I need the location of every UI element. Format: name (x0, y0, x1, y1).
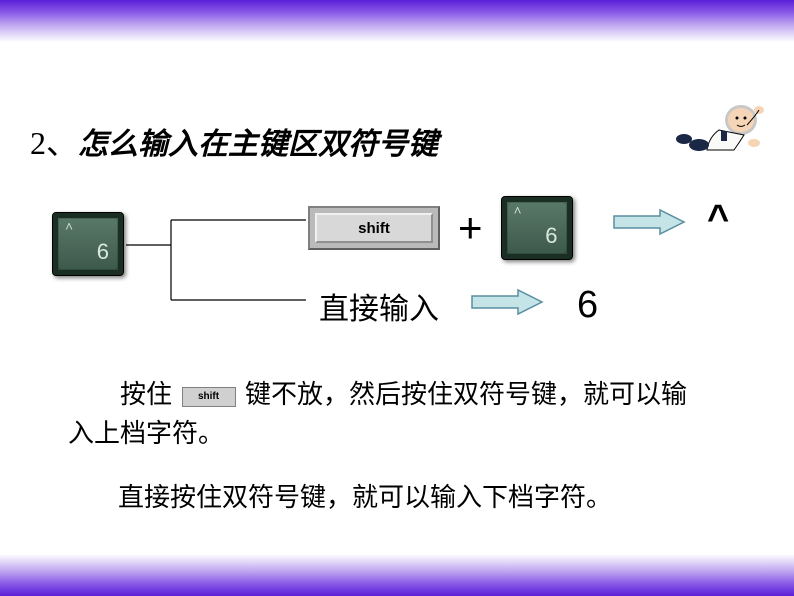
heading-number: 2、 (30, 118, 78, 164)
gradient-border-bottom (0, 554, 794, 596)
gradient-border-top (0, 0, 794, 42)
result-upper: ^ (707, 198, 729, 241)
heading: 2、 怎么输入在主键区双符号键 (30, 118, 438, 164)
connector-lines (126, 195, 316, 325)
shift-key: shift (308, 206, 440, 250)
paragraph-1: 按住 shift 键不放，然后按住双符号键，就可以输入上档字符。 (68, 375, 708, 453)
shift-key-inline-icon: shift (182, 387, 236, 407)
arrow-right-lower (470, 288, 544, 316)
arrow-right-upper (612, 208, 686, 236)
paragraph-2: 直接按住双符号键，就可以输入下档字符。 (118, 478, 612, 517)
result-lower: 6 (577, 284, 598, 327)
cartoon-character-icon (659, 95, 779, 165)
key-6-right: ^ 6 (501, 196, 573, 260)
heading-text: 怎么输入在主键区双符号键 (78, 119, 438, 163)
key-6-left: ^ 6 (52, 212, 124, 276)
plus-sign: + (458, 204, 483, 252)
direct-input-label: 直接输入 (319, 284, 439, 328)
shift-combo-row: shift + ^ 6 (308, 196, 573, 260)
